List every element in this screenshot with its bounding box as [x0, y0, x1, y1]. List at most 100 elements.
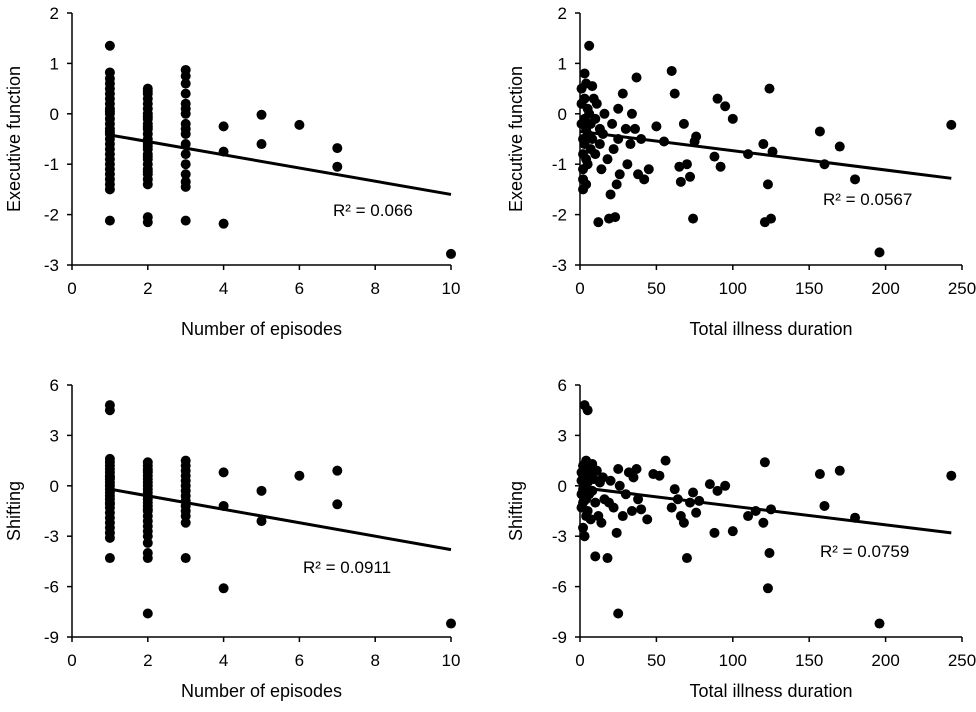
data-point [585, 514, 596, 525]
data-point [712, 93, 723, 104]
trend-line [109, 133, 452, 196]
x-tick-label: 0 [575, 651, 584, 670]
data-point [691, 507, 702, 518]
data-point [104, 472, 115, 483]
y-tick-label: 6 [558, 376, 567, 395]
data-point [256, 109, 267, 120]
x-axis-title: Total illness duration [689, 681, 852, 701]
data-point [712, 485, 723, 496]
data-point [142, 166, 153, 177]
chart-panel-4: 0 50 100 150 200 250 6 3 0 -3 -6 -9 Total illness du… [506, 376, 976, 701]
data-point [709, 151, 720, 162]
y-tick-label: -6 [552, 578, 567, 597]
x-tick-label: 200 [871, 651, 899, 670]
data-point [142, 537, 153, 548]
data-point [764, 83, 775, 94]
trend-line [579, 129, 952, 180]
data-point [142, 504, 153, 515]
data-point [834, 465, 845, 476]
data-point [256, 485, 267, 496]
data-point [758, 139, 769, 150]
data-point [332, 143, 343, 154]
data-point [142, 465, 153, 476]
data-point [614, 480, 625, 491]
x-tick-label: 100 [719, 651, 747, 670]
data-point [180, 88, 191, 99]
trend-line [579, 485, 952, 535]
x-tick-label: 200 [871, 279, 899, 298]
data-point [180, 215, 191, 226]
data-point [709, 527, 720, 538]
data-point [834, 141, 845, 152]
data-point [666, 65, 677, 76]
data-point [727, 526, 738, 537]
data-point [579, 531, 590, 542]
data-point [681, 159, 692, 170]
y-tick-label: -1 [44, 155, 59, 174]
data-point [617, 511, 628, 522]
y-tick-label: -6 [44, 578, 59, 597]
data-point [625, 139, 636, 150]
data-point [104, 553, 115, 564]
data-point [332, 465, 343, 476]
data-point [874, 247, 885, 258]
data-point [142, 121, 153, 132]
data-point [256, 139, 267, 150]
data-point [596, 517, 607, 528]
x-tick-label: 0 [575, 279, 584, 298]
x-tick-label: 150 [795, 279, 823, 298]
data-point [626, 506, 637, 516]
data-point [605, 189, 616, 200]
data-point [332, 161, 343, 172]
x-tick-label: 4 [219, 651, 228, 670]
data-point [590, 551, 601, 562]
data-point [613, 464, 624, 474]
data-point [631, 72, 642, 83]
data-point [587, 134, 598, 144]
data-point [762, 583, 773, 594]
y-tick-label: 2 [558, 4, 567, 23]
y-tick-label: 2 [50, 4, 59, 23]
data-point [104, 184, 115, 195]
y-tick-label: 0 [558, 477, 567, 496]
y-tick-label: 3 [558, 426, 567, 445]
x-tick-label: 50 [647, 651, 666, 670]
y-tick-label: -1 [552, 155, 567, 174]
data-point [218, 121, 229, 132]
chart-panel-3: 0 2 4 6 8 10 6 3 0 -3 -6 -9 Number of episodes Shifti… [4, 376, 460, 701]
data-point [614, 169, 625, 180]
data-point [688, 213, 699, 224]
data-point [743, 511, 754, 522]
data-point [874, 618, 885, 629]
data-point [681, 553, 692, 564]
data-point [180, 553, 191, 564]
data-point [608, 144, 619, 155]
y-tick-label: 0 [50, 477, 59, 496]
r-squared-label: R² = 0.0759 [820, 542, 909, 561]
data-point [946, 119, 957, 130]
data-point [332, 499, 343, 510]
data-point [180, 71, 191, 81]
data-point [633, 494, 644, 505]
x-tick-label: 0 [67, 651, 76, 670]
x-tick-label: 8 [370, 651, 379, 670]
x-tick-label: 2 [143, 279, 152, 298]
data-point [762, 179, 773, 190]
y-tick-label: -9 [44, 628, 59, 647]
data-point [758, 517, 769, 528]
data-point [602, 553, 613, 564]
data-point [599, 108, 610, 119]
data-point [294, 470, 305, 481]
data-point [620, 123, 631, 134]
data-point [602, 154, 613, 165]
data-point [628, 472, 639, 483]
data-point [691, 131, 702, 142]
data-point [590, 149, 601, 160]
data-point [666, 502, 677, 513]
data-point [720, 101, 731, 112]
data-point [715, 161, 726, 172]
data-point [142, 217, 153, 228]
data-point [582, 159, 593, 170]
